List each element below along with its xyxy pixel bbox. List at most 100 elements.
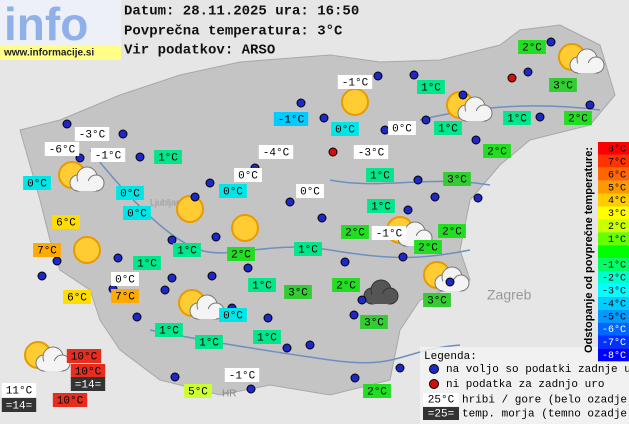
station-label-box — [258, 145, 294, 159]
station-label-box — [417, 80, 445, 94]
station-label-box — [90, 148, 126, 162]
station-dot — [52, 256, 62, 266]
station-label-box — [294, 242, 322, 256]
station-label: 1°C — [177, 245, 197, 257]
station-label-box — [483, 144, 511, 158]
station-label-box — [184, 384, 212, 398]
station-label: 2°C — [336, 280, 356, 292]
station-label-box — [33, 243, 61, 257]
station-label: -1°C — [95, 150, 122, 162]
station-dot — [319, 113, 329, 123]
station-label-box — [253, 330, 281, 344]
legend-title: Legenda: — [424, 351, 477, 363]
station-dot — [445, 277, 455, 287]
station-label: 1°C — [371, 201, 391, 213]
station-label: 1°C — [252, 280, 272, 292]
station-dot — [167, 235, 177, 245]
station-dot — [296, 98, 306, 108]
station-label: 7°C — [37, 245, 57, 257]
scale-label: 5°C — [608, 182, 626, 194]
station-labels: 2°C-1°C 1°C 3°C-1°C0°C 0°C 1°C1°C 2°C-3°C-6°C… — [1, 40, 592, 412]
station-label: 0°C — [223, 186, 243, 198]
station-label: 1°C — [158, 152, 178, 164]
station-label-box — [219, 184, 247, 198]
cloud-part — [466, 111, 484, 121]
station-label: 1°C — [137, 258, 157, 270]
dark-cloud-icon — [363, 279, 399, 305]
station-label: 1°C — [507, 113, 527, 125]
scale-step — [598, 271, 629, 284]
station-label: 1°C — [421, 82, 441, 94]
country-label: HR — [222, 389, 236, 400]
avg-temp-line: Povprečna temperatura: 3°C — [124, 24, 343, 40]
legend-text: na voljo so podatki zadnje ure — [446, 364, 629, 376]
station-label-box — [337, 75, 373, 89]
station-label: 11°C — [6, 385, 33, 397]
scale-label: 4°C — [608, 195, 626, 207]
scale-label: -3°C — [602, 285, 626, 297]
station-label: 10°C — [75, 366, 102, 378]
station-label-box — [63, 290, 91, 304]
station-label-box — [52, 393, 88, 407]
city-label: Zagreb — [487, 287, 532, 303]
station-label: 0°C — [300, 186, 320, 198]
scale-label: -1°C — [602, 260, 626, 272]
station-label-box — [173, 243, 201, 257]
scale-label: -7°C — [602, 337, 626, 349]
scale-step — [598, 180, 629, 194]
scale-label: 8°C — [608, 144, 626, 156]
station-label: -4°C — [263, 147, 290, 159]
station-label: -3°C — [358, 147, 385, 159]
scale-step — [598, 206, 629, 220]
station-label: 2°C — [345, 227, 365, 239]
station-dot — [473, 193, 483, 203]
station-dot — [170, 372, 180, 382]
station-label: 2°C — [418, 242, 438, 254]
station-dot — [205, 178, 215, 188]
station-dot — [118, 129, 128, 139]
station-label-box — [111, 289, 139, 303]
station-label: 1°C — [298, 244, 318, 256]
scale-step — [598, 309, 629, 323]
station-dot-missing — [328, 147, 338, 157]
station-label-box — [1, 383, 37, 397]
station-label-box — [388, 121, 416, 135]
station-label-box — [363, 384, 391, 398]
scale-label: 6°C — [608, 169, 626, 181]
station-label: =14= — [6, 400, 32, 412]
station-label: 0°C — [392, 123, 412, 135]
station-dot — [403, 205, 413, 215]
station-label-box — [443, 172, 471, 186]
station-label-box — [219, 308, 247, 322]
station-label-box — [133, 256, 161, 270]
sun-icon — [341, 88, 369, 116]
website[interactable]: www.informacije.si — [3, 48, 94, 59]
station-dot — [458, 90, 468, 100]
station-dot — [167, 273, 177, 283]
cloud-icon — [189, 294, 225, 320]
station-label-box — [224, 368, 260, 382]
station-dot — [340, 257, 350, 267]
weather-icons — [24, 43, 605, 372]
scale-step — [598, 142, 629, 155]
station-label-box — [234, 168, 262, 182]
station-label-box — [70, 377, 106, 391]
station-label-box — [331, 122, 359, 136]
station-label-box — [549, 78, 577, 92]
station-dot — [421, 115, 431, 125]
legend-text: hribi / gore (belo ozadje) — [462, 394, 629, 406]
station-dot — [211, 232, 221, 242]
scale-label: 7°C — [608, 156, 626, 168]
cloud-icon — [457, 96, 493, 122]
legend-dot-available — [429, 364, 439, 374]
station-label: 10°C — [57, 395, 84, 407]
station-label: -6°C — [49, 144, 76, 156]
cloud-part — [78, 181, 96, 191]
station-dot — [113, 253, 123, 263]
station-label-box — [248, 278, 276, 292]
station-dot — [305, 340, 315, 350]
legend-text: temp. morja (temno ozadje) — [462, 408, 629, 420]
station-dot — [160, 285, 170, 295]
station-label: 10°C — [71, 351, 98, 363]
station-label-box — [366, 168, 394, 182]
